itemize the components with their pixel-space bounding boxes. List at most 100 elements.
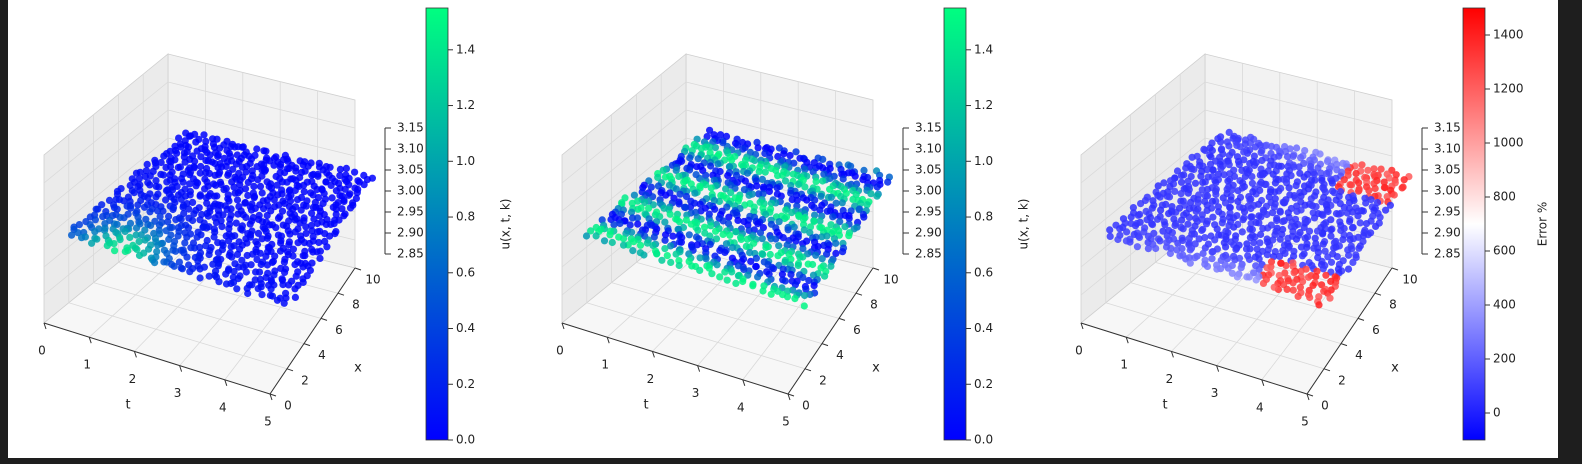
t-tick-label: 1 bbox=[601, 358, 609, 372]
data-point bbox=[183, 253, 191, 261]
data-point bbox=[291, 186, 299, 195]
data-point bbox=[300, 188, 308, 196]
data-point bbox=[658, 256, 666, 264]
data-point bbox=[1292, 182, 1300, 190]
data-point bbox=[164, 218, 172, 226]
data-point bbox=[1199, 178, 1207, 187]
data-point bbox=[725, 213, 733, 221]
z-tick-label: 2.95 bbox=[397, 205, 424, 219]
data-point bbox=[1171, 187, 1179, 195]
data-point bbox=[1376, 213, 1384, 221]
x-tick-label: 0 bbox=[802, 399, 810, 413]
data-point bbox=[272, 172, 280, 181]
data-point bbox=[832, 239, 840, 247]
data-point bbox=[233, 196, 242, 204]
data-point bbox=[823, 250, 831, 258]
data-point bbox=[827, 262, 835, 270]
data-point bbox=[1263, 251, 1271, 259]
data-point bbox=[1198, 226, 1206, 234]
data-point bbox=[165, 235, 173, 243]
data-point bbox=[199, 223, 207, 231]
x-tick bbox=[1374, 292, 1382, 296]
data-point bbox=[231, 189, 239, 197]
data-point bbox=[762, 243, 770, 252]
data-point bbox=[1310, 170, 1318, 178]
data-point bbox=[1310, 214, 1319, 222]
data-point bbox=[743, 235, 751, 243]
data-point bbox=[723, 203, 731, 211]
data-point bbox=[1354, 187, 1363, 195]
data-point bbox=[1354, 212, 1362, 220]
data-point bbox=[144, 220, 152, 229]
data-point bbox=[88, 239, 96, 247]
data-point bbox=[1310, 244, 1318, 252]
data-point bbox=[714, 160, 722, 168]
x-tick-label: 8 bbox=[352, 298, 360, 312]
data-point bbox=[315, 238, 323, 247]
data-point bbox=[1122, 237, 1130, 245]
data-point bbox=[262, 273, 270, 282]
data-point bbox=[246, 220, 254, 228]
t-tick bbox=[269, 393, 273, 401]
x-tick bbox=[1391, 267, 1399, 271]
data-point bbox=[292, 272, 300, 280]
data-point bbox=[1246, 196, 1254, 204]
data-point bbox=[177, 215, 185, 223]
data-point bbox=[755, 167, 763, 176]
data-point bbox=[687, 197, 695, 205]
data-point bbox=[258, 166, 266, 174]
data-point bbox=[1276, 252, 1284, 260]
data-point bbox=[279, 221, 287, 229]
grid-line bbox=[1105, 302, 1325, 370]
data-point bbox=[1247, 219, 1255, 228]
data-point bbox=[1300, 223, 1308, 231]
data-point bbox=[328, 194, 336, 202]
data-point bbox=[293, 196, 302, 204]
data-point bbox=[1345, 199, 1354, 207]
data-point bbox=[297, 206, 305, 214]
data-point bbox=[299, 161, 307, 169]
data-point bbox=[313, 228, 322, 236]
data-point bbox=[181, 158, 189, 166]
data-point bbox=[795, 212, 803, 221]
x-axis-label: x bbox=[1391, 361, 1399, 376]
data-point bbox=[801, 165, 809, 173]
data-point bbox=[788, 196, 796, 204]
data-point bbox=[716, 246, 724, 255]
data-point bbox=[1319, 240, 1327, 248]
data-point bbox=[832, 199, 840, 207]
data-point bbox=[1289, 286, 1297, 294]
data-point bbox=[784, 226, 792, 234]
data-point bbox=[1377, 165, 1385, 173]
data-point bbox=[1114, 235, 1122, 244]
data-point bbox=[787, 255, 795, 263]
data-point bbox=[1294, 292, 1302, 300]
data-point bbox=[665, 181, 674, 189]
data-point bbox=[211, 171, 219, 179]
z-tick-label: 3.00 bbox=[915, 184, 942, 198]
data-point bbox=[745, 191, 753, 199]
data-point bbox=[227, 243, 235, 251]
t-axis-line bbox=[561, 322, 789, 395]
data-point bbox=[1160, 179, 1168, 187]
data-point bbox=[769, 265, 777, 273]
data-point bbox=[196, 169, 204, 177]
data-point bbox=[1327, 226, 1335, 234]
data-point bbox=[1296, 283, 1304, 291]
x-axis-line bbox=[1306, 267, 1393, 395]
t-tick bbox=[561, 322, 565, 330]
x-axis-label: x bbox=[872, 361, 880, 376]
data-point bbox=[820, 170, 828, 178]
data-point bbox=[201, 185, 209, 193]
data-point bbox=[1311, 234, 1319, 242]
x-tick bbox=[838, 317, 846, 321]
data-point bbox=[1248, 213, 1256, 221]
data-point bbox=[1233, 273, 1241, 281]
data-point bbox=[812, 177, 820, 186]
data-point bbox=[200, 131, 208, 139]
data-point bbox=[774, 252, 782, 260]
data-point bbox=[1319, 265, 1327, 273]
data-point bbox=[1192, 207, 1200, 216]
data-point bbox=[1330, 244, 1338, 252]
data-point bbox=[86, 213, 94, 221]
